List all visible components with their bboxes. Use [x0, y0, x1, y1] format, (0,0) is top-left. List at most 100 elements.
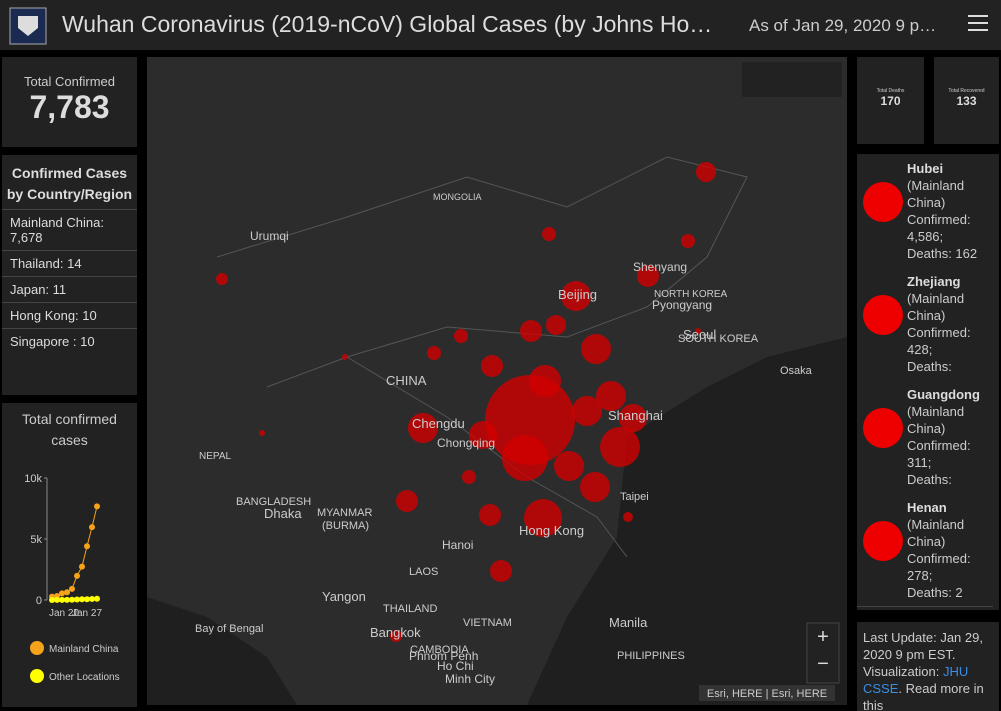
point — [94, 503, 100, 510]
link[interactable]: JHU CSSE — [863, 664, 969, 696]
recovered: Total Recovered 133 — [934, 57, 999, 144]
map-label: Dhaka — [264, 506, 302, 521]
list-item: Singapore : 10 — [2, 328, 137, 354]
map-label: MONGOLIA — [433, 192, 482, 202]
case-marker — [216, 273, 228, 285]
province-region: (Mainland China) — [907, 517, 965, 549]
point — [69, 596, 75, 603]
case-marker — [485, 375, 575, 465]
menu[interactable] — [968, 14, 988, 32]
series-line — [51, 506, 98, 598]
map-label: CAMBODIA — [410, 644, 469, 656]
map-label: Taipei — [620, 491, 649, 503]
marker — [863, 295, 903, 335]
map-label: CHINA — [386, 373, 427, 388]
map-label: Bay of Bengal — [195, 623, 264, 635]
case-marker — [546, 315, 566, 335]
map-label: THAILAND — [383, 603, 437, 615]
map-label: Shenyang — [633, 260, 687, 274]
attribution-bg — [699, 685, 835, 701]
map-label: NORTH KOREA — [654, 289, 727, 300]
punct: . — [898, 681, 903, 696]
province-text: Henan (Mainland China) Confirmed: 278; Deat… — [907, 499, 993, 601]
y-tick-label: 0 — [36, 595, 42, 607]
list-item: Thailand: 14 — [2, 250, 137, 276]
map-label: Manila — [609, 615, 648, 630]
province-text: Zhejiang (Mainland China) Confirmed: 428; D… — [907, 273, 993, 375]
province-confirmed: Confirmed: 278; — [907, 551, 971, 583]
logo — [9, 7, 47, 45]
case-marker — [396, 490, 418, 512]
case-marker — [542, 227, 556, 241]
case-marker — [572, 396, 602, 426]
border — [216, 156, 748, 388]
total-confirmed: Total Confirmed 7,783 — [2, 57, 137, 147]
label: Total Recovered — [948, 88, 985, 94]
point — [74, 572, 80, 579]
map-label: Yangon — [322, 589, 366, 604]
case-marker — [561, 281, 591, 311]
x-tick-label: Jan 27 — [72, 608, 102, 619]
title: Wuhan Coronavirus (2019-nCoV) Global Cas… — [62, 11, 713, 37]
zoom-in[interactable]: + — [817, 626, 829, 648]
case-marker — [596, 381, 626, 411]
province-name: Guangdong — [907, 387, 980, 402]
map-label: BANGLADESH — [236, 496, 311, 508]
map-label: Phnom Penh — [409, 649, 478, 663]
list-item: Japan: 11 — [2, 276, 137, 302]
case-marker — [696, 162, 716, 182]
map-label: (BURMA) — [322, 520, 369, 532]
case-marker — [623, 512, 633, 522]
map-label: VIETNAM — [463, 617, 512, 629]
marker — [863, 521, 903, 561]
map-label: Chongqing — [437, 436, 495, 450]
case-marker — [481, 355, 503, 377]
more: Read more in this — [863, 681, 984, 711]
case-marker — [600, 427, 640, 467]
province-confirmed: Confirmed: 311; — [907, 438, 971, 470]
province-name: Henan — [907, 500, 947, 515]
province-text: Hubei (Mainland China) Confirmed: 4,586; De… — [907, 160, 993, 262]
legend-label: Mainland China — [49, 644, 119, 655]
toolbar[interactable] — [742, 62, 842, 97]
point — [79, 596, 85, 603]
map-label: Shanghai — [608, 408, 663, 423]
country-list: Confirmed Cases by Country/Region Mainla… — [2, 155, 137, 395]
legend-label: Other Locations — [49, 672, 120, 683]
value: 170 — [880, 94, 901, 108]
case-marker — [462, 470, 476, 484]
zoom[interactable] — [806, 622, 840, 684]
map-label: Ho Chi — [437, 659, 474, 673]
case-marker — [427, 346, 441, 360]
marker — [863, 408, 903, 448]
province: Henan (Mainland China) Confirmed: 278; Deat… — [857, 493, 993, 607]
list-item: Mainland China: 7,678 — [2, 209, 137, 250]
case-marker — [524, 499, 562, 537]
map-label: Hanoi — [442, 538, 473, 552]
deaths: Total Deaths 170 — [857, 57, 924, 144]
case-marker — [681, 234, 695, 248]
map-label: LAOS — [409, 566, 438, 578]
case-marker — [554, 451, 584, 481]
case-marker — [580, 472, 610, 502]
update-text: Last Update: Jan 29, 2020 9 pm EST. Visu… — [863, 630, 983, 679]
province-text: Guangdong (Mainland China) Confirmed: 311;… — [907, 386, 993, 488]
label: Total Deaths — [876, 88, 905, 94]
province-confirmed: Confirmed: 4,586; — [907, 212, 971, 244]
map-label: Pyongyang — [652, 298, 712, 312]
case-marker — [259, 430, 265, 436]
point — [89, 595, 95, 602]
update-panel: Last Update: Jan 29, 2020 9 pm EST. Visu… — [857, 622, 999, 711]
map-label: PHILIPPINES — [617, 650, 685, 662]
point — [79, 563, 85, 570]
point — [64, 589, 70, 596]
chart-panel: Total confirmed cases 0 5k 10k Jan 20 Jan 27… — [2, 403, 137, 707]
y-tick-label: 10k — [24, 473, 42, 485]
chart-title: Total confirmed cases — [22, 411, 117, 448]
list: Mainland China: 7,678 Thailand: 14 Japan: … — [2, 209, 137, 354]
point — [84, 543, 90, 550]
case-marker — [695, 328, 701, 334]
province-list: Hubei (Mainland China) Confirmed: 4,586; De… — [857, 154, 999, 610]
zoom-out[interactable]: − — [817, 653, 829, 675]
attribution: Esri, HERE | Esri, HERE — [707, 688, 827, 700]
